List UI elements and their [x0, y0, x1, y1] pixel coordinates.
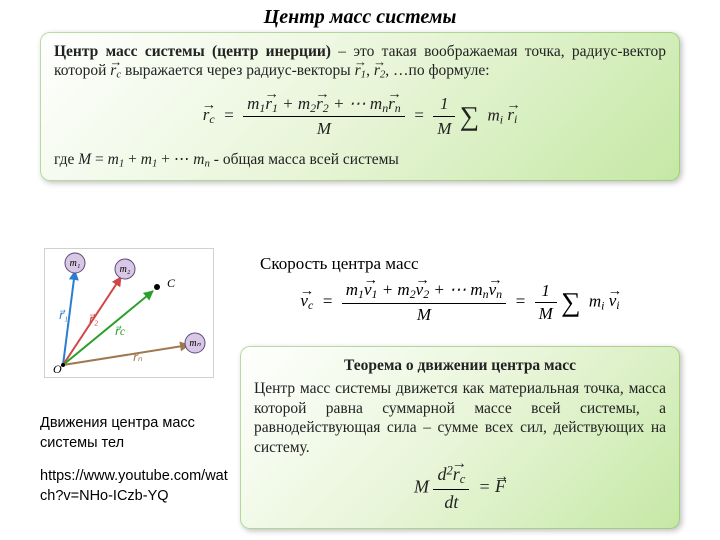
theorem-panel: Теорема о движении центра масс Центр мас… [240, 346, 680, 529]
link-caption: Движения центра масс системы тел [40, 414, 230, 453]
svg-text:m₂: m₂ [120, 264, 131, 275]
page-title: Центр масс системы [0, 6, 720, 29]
vectors-svg: m₁ m₂ mₙ C O r⃗₁ r⃗₂ r⃗c r⃗ₙ [45, 249, 213, 377]
velocity-title: Скорость центра масс [250, 254, 670, 274]
vec-r1: →r1 [355, 61, 366, 82]
link-url[interactable]: https://www.youtube.com/watch?v=NHo-ICzb… [40, 467, 230, 506]
definition-lead-bold: Центр масс системы (центр инерции) [54, 43, 331, 60]
mass-lead: где [54, 151, 78, 168]
definition-mass-line: где M = m1 + m1 + ⋯ mn - общая масса все… [54, 150, 666, 171]
theorem-body: Центр масс системы движется как материал… [254, 379, 666, 457]
svg-text:r⃗₁: r⃗₁ [59, 308, 68, 322]
definition-panel: Центр масс системы (центр инерции) – это… [40, 32, 680, 181]
definition-text: Центр масс системы (центр инерции) – это… [54, 42, 666, 83]
svg-text:C: C [167, 276, 176, 290]
link-block: Движения центра масс системы тел https:/… [40, 414, 230, 506]
svg-text:r⃗c: r⃗c [115, 324, 126, 338]
velocity-block: Скорость центра масс →vc = m1→v1 + m2→v2… [250, 254, 670, 331]
svg-text:O: O [53, 362, 62, 376]
formula-rc: →rc = m1→r1 + m2→r2 + ⋯ mn→rn M = 1M ∑ m… [54, 93, 666, 140]
mass-tail: - общая масса всей системы [210, 151, 399, 168]
svg-text:m₁: m₁ [70, 258, 81, 269]
svg-text:r⃗ₙ: r⃗ₙ [133, 350, 143, 364]
svg-text:mₙ: mₙ [189, 338, 201, 349]
vec-rc: →rc [110, 61, 121, 82]
vectors-diagram: m₁ m₂ mₙ C O r⃗₁ r⃗₂ r⃗c r⃗ₙ [44, 248, 214, 378]
svg-text:r⃗₂: r⃗₂ [89, 312, 98, 326]
theorem-heading: Теорема о движении центра масс [254, 356, 666, 375]
definition-lead-rest2: выражается через радиус-векторы [121, 62, 354, 79]
formula-vc: →vc = m1→v1 + m2→v2 + ⋯ mn→vn M = 1M ∑ m… [250, 280, 670, 325]
formula-newton: M d2→rc dt = →F [254, 463, 666, 513]
vec-r2: →r2 [374, 61, 385, 82]
definition-tail: , …по формуле: [385, 62, 489, 79]
